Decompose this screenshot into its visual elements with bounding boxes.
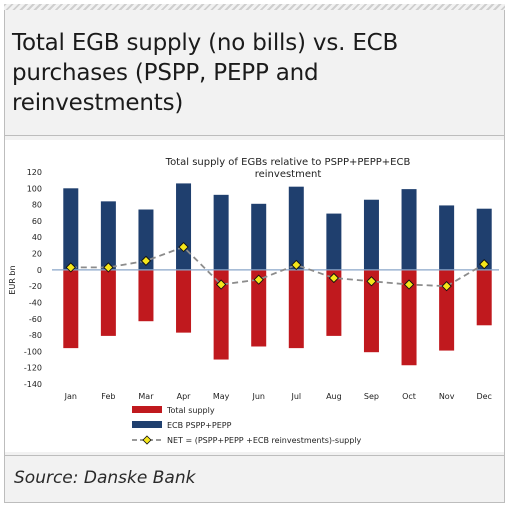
bar-total-supply <box>363 269 379 353</box>
net-marker <box>253 274 264 285</box>
bar-ecb-purchases <box>288 186 304 270</box>
net-marker <box>291 259 302 271</box>
page-title: Total EGB supply (no bills) vs. ECB purc… <box>12 30 399 116</box>
y-tick-label: -40 <box>29 298 42 307</box>
net-marker <box>215 279 227 290</box>
bar-ecb-purchases <box>100 201 116 270</box>
bar-total-supply <box>476 269 492 326</box>
x-tick-label: Apr <box>177 392 192 401</box>
bar-total-supply <box>176 269 192 333</box>
x-tick-label: Jul <box>290 392 301 401</box>
bar-ecb-purchases <box>251 203 267 270</box>
bar-total-supply <box>288 269 304 349</box>
net-marker <box>140 255 152 267</box>
bar-ecb-purchases <box>138 209 154 270</box>
legend-marker-net <box>142 435 152 445</box>
bar-total-supply <box>138 269 154 322</box>
bar-ecb-purchases <box>176 183 192 270</box>
bar-total-supply <box>213 269 229 360</box>
x-tick-label: Jun <box>251 392 265 401</box>
y-tick-label: -120 <box>24 364 42 373</box>
bar-total-supply <box>100 269 116 336</box>
net-marker <box>366 276 377 287</box>
chart-area: Total supply of EGBs relative to PSPP+PE… <box>5 140 504 452</box>
net-marker <box>103 262 114 273</box>
bar-ecb-purchases <box>363 199 379 270</box>
legend-label-net: NET = (PSPP+PEPP +ECB reinvestments)-sup… <box>167 436 362 445</box>
net-marker <box>328 272 340 284</box>
bar-total-supply <box>401 269 417 366</box>
x-tick-label: Aug <box>326 392 342 401</box>
x-tick-label: Feb <box>101 392 115 401</box>
legend-label-ecb-purchases: ECB PSPP+PEPP <box>167 421 232 430</box>
net-line <box>70 245 485 288</box>
bar-total-supply <box>63 269 79 349</box>
x-tick-label: Dec <box>476 392 491 401</box>
chart-title-line-1: Total supply of EGBs relative to PSPP+PE… <box>165 157 411 168</box>
bar-ecb-purchases <box>326 213 342 270</box>
y-tick-label: 80 <box>32 201 42 210</box>
y-tick-label: 120 <box>27 168 42 177</box>
net-marker <box>441 281 452 292</box>
x-tick-label: Nov <box>439 392 455 401</box>
chart-title-line-2: reinvestment <box>255 169 322 180</box>
source-note: Source: Danske Bank <box>14 468 196 488</box>
bar-ecb-purchases <box>476 208 492 270</box>
y-tick-label: -20 <box>29 282 42 291</box>
y-tick-label: 0 <box>37 266 42 275</box>
bar-ecb-purchases <box>213 194 229 270</box>
legend-label-total-supply: Total supply <box>166 406 215 415</box>
source-divider <box>4 455 505 456</box>
bar-total-supply <box>439 269 455 351</box>
y-tick-label: -100 <box>24 347 42 356</box>
bar-ecb-purchases <box>439 205 455 270</box>
y-tick-label: -80 <box>29 331 42 340</box>
y-tick-label: -60 <box>29 315 42 324</box>
chart-svg: Total supply of EGBs relative to PSPP+PE… <box>8 157 499 445</box>
y-tick-label: 100 <box>27 184 42 193</box>
bar-ecb-purchases <box>401 189 417 270</box>
x-tick-label: May <box>213 392 230 401</box>
x-tick-label: Oct <box>402 392 416 401</box>
legend-swatch-ecb-purchases <box>132 421 162 428</box>
net-marker <box>65 262 76 273</box>
net-marker <box>479 259 490 270</box>
x-tick-label: Sep <box>364 392 379 401</box>
y-axis-label: EUR bn <box>8 265 17 294</box>
y-tick-label: 60 <box>32 217 42 226</box>
x-tick-label: Mar <box>138 392 154 401</box>
y-tick-label: 40 <box>32 233 42 242</box>
y-tick-label: -140 <box>24 380 42 389</box>
legend-swatch-total-supply <box>132 406 162 413</box>
net-marker <box>403 279 415 290</box>
title-divider <box>4 135 505 136</box>
bar-total-supply <box>251 269 267 347</box>
bar-total-supply <box>326 269 342 336</box>
y-tick-label: 20 <box>32 250 42 259</box>
bar-ecb-purchases <box>63 188 79 270</box>
x-tick-label: Jan <box>64 392 77 401</box>
decorative-hatch-band <box>4 4 505 10</box>
net-marker <box>178 241 189 253</box>
